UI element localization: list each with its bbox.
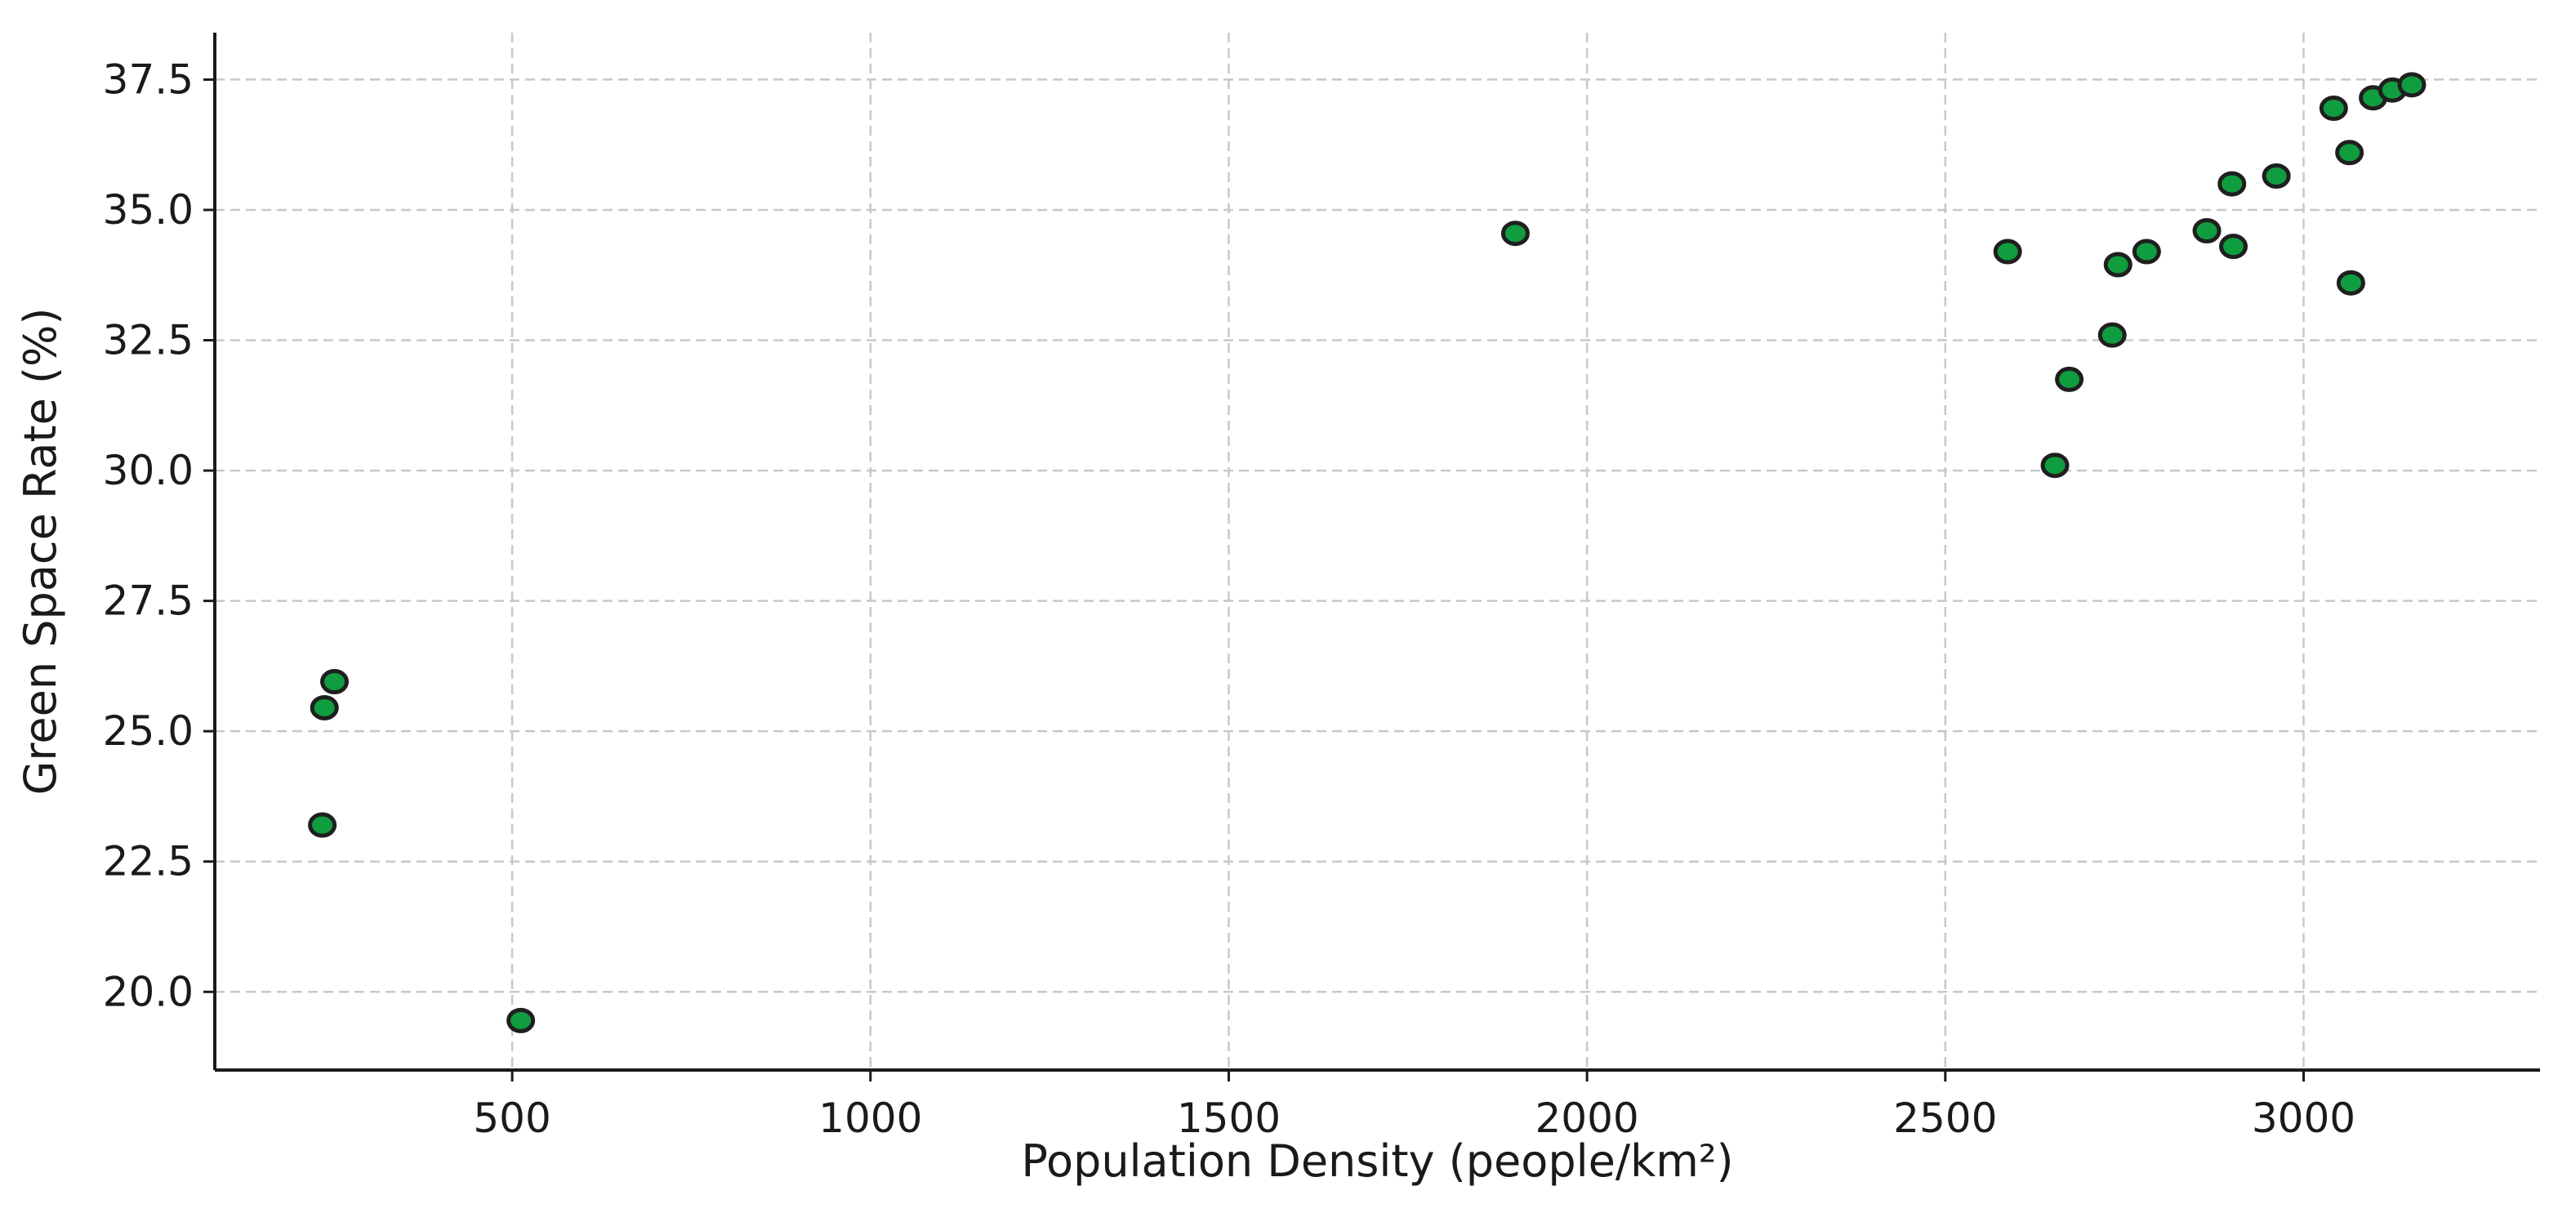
axes-layer	[213, 33, 2540, 1072]
y-tick-label: 37.5	[103, 56, 194, 103]
data-point	[310, 694, 339, 720]
y-tick-label: 30.0	[103, 447, 194, 494]
data-point	[2217, 171, 2247, 197]
data-point	[2055, 366, 2084, 392]
data-point	[2103, 252, 2133, 278]
y-tick-label: 25.0	[103, 707, 194, 755]
x-axis-title: Population Density (people/km²)	[1021, 1135, 1733, 1187]
data-point	[1993, 239, 2022, 265]
data-point	[2218, 234, 2248, 260]
data-point	[1500, 221, 1530, 247]
grid-layer	[215, 33, 2540, 1070]
y-tick-label: 27.5	[103, 578, 194, 625]
data-point	[2319, 96, 2348, 122]
data-point	[320, 669, 350, 695]
x-tick-label: 500	[473, 1095, 550, 1142]
x-tick-label: 3000	[2252, 1095, 2355, 1142]
y-tick-label: 20.0	[103, 968, 194, 1015]
tick-layer: 500 1000 1500 2000 2500 3000 20.0 22.5 25.0 27.5 3…	[103, 56, 2355, 1142]
data-point	[2040, 453, 2070, 479]
y-tick-label: 35.0	[103, 186, 194, 234]
data-point	[2336, 270, 2365, 296]
x-tick-label: 1000	[818, 1095, 922, 1142]
data-point	[2132, 239, 2161, 265]
data-point	[2097, 322, 2127, 348]
x-tick-label: 2500	[1893, 1095, 1997, 1142]
y-tick-label: 32.5	[103, 317, 194, 364]
data-point	[2335, 140, 2364, 166]
data-point	[2397, 72, 2427, 98]
x-tick-label: 2000	[1535, 1095, 1638, 1142]
y-axis-title: Green Space Rate (%)	[15, 308, 66, 796]
data-point	[506, 1007, 536, 1033]
points-layer	[308, 72, 2427, 1033]
data-point	[2262, 163, 2291, 190]
y-tick-label: 22.5	[103, 838, 194, 885]
data-point	[2192, 218, 2222, 244]
data-point	[308, 812, 337, 838]
x-tick-label: 1500	[1177, 1095, 1281, 1142]
